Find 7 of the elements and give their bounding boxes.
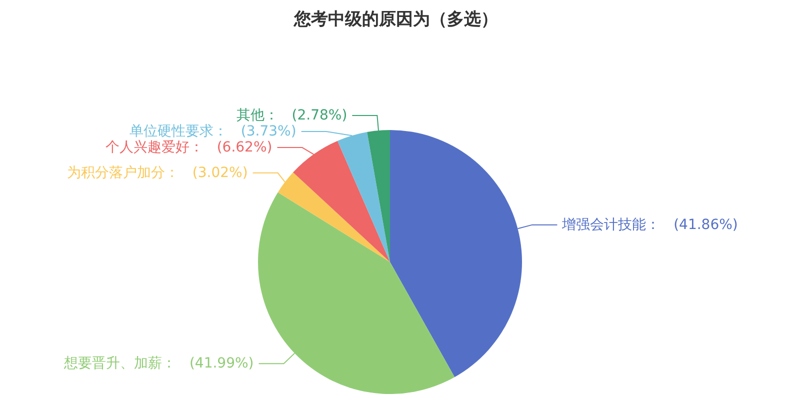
slice-label: 为积分落户加分： (3.02%): [67, 164, 248, 181]
slice-label: 想要晋升、加薪： (41.99%): [63, 356, 254, 372]
slice-label: 增强会计技能： (41.86%): [561, 216, 738, 233]
slice-label: 其他： (2.78%): [236, 108, 348, 124]
chart-title: 您考中级的原因为（多选）: [293, 10, 498, 30]
slice-label: 单位硬性要求： (3.73%): [130, 124, 296, 140]
slice-label: 个人兴趣爱好： (6.62%): [105, 140, 272, 156]
